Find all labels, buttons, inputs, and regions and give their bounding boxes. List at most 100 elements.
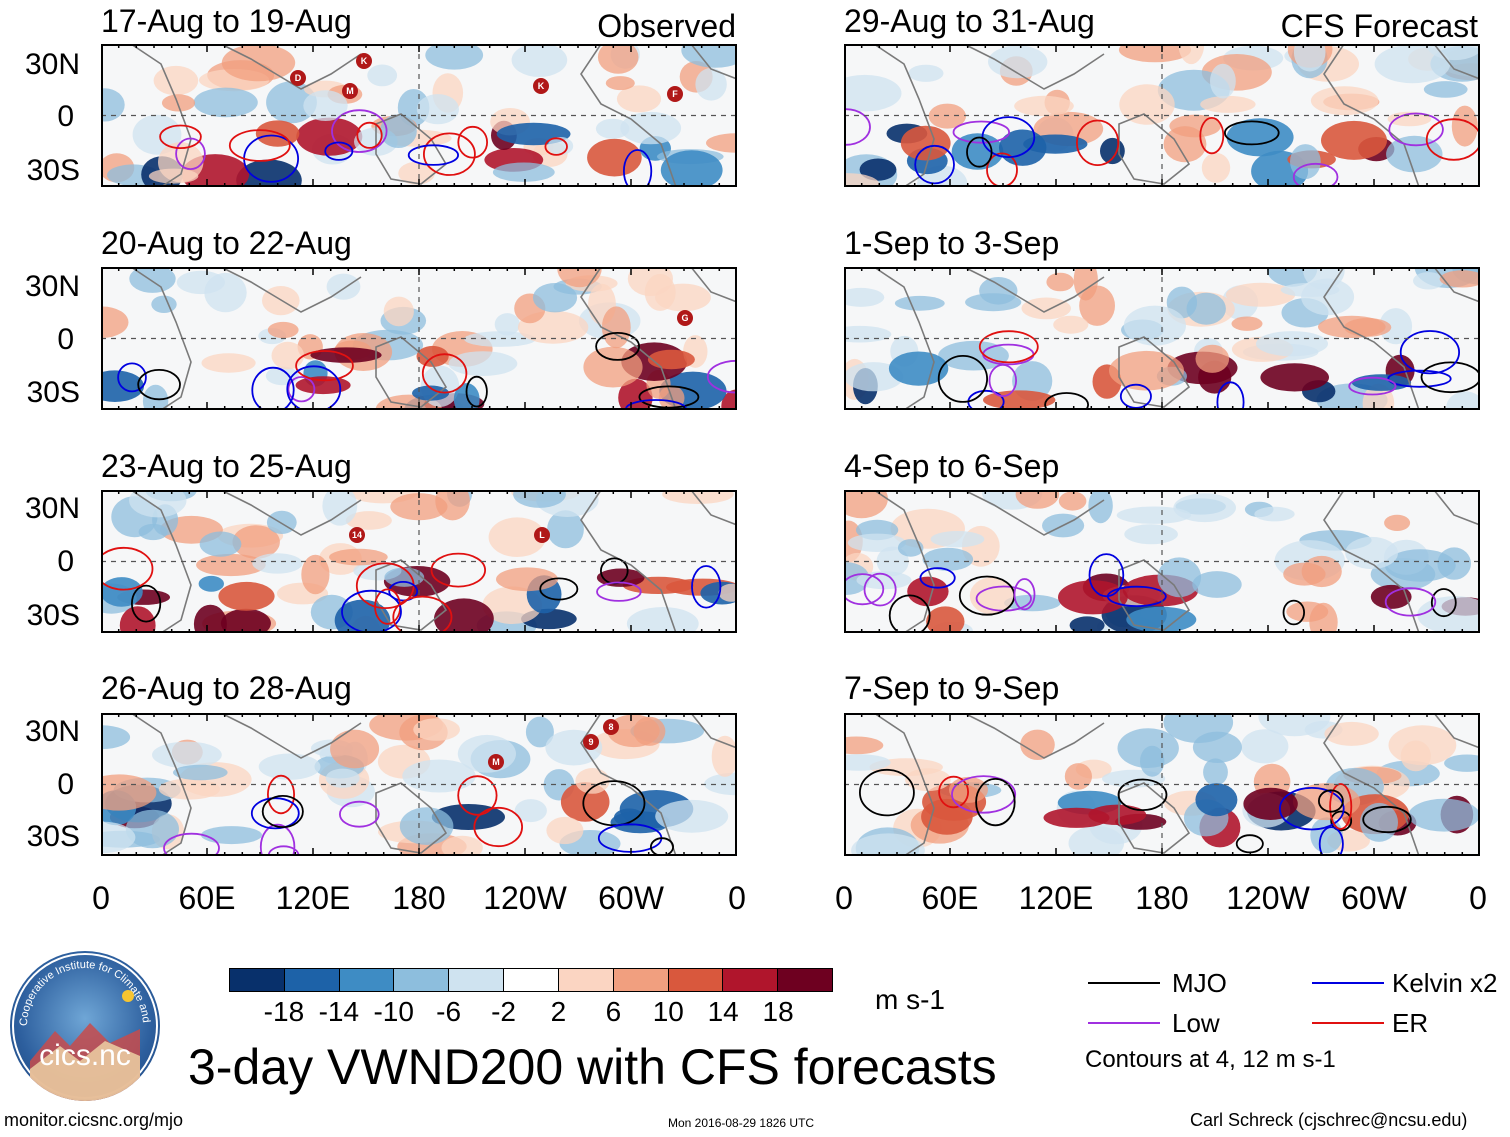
wave-contour xyxy=(919,567,956,589)
anomaly-shade xyxy=(1256,331,1328,357)
anomaly-shade xyxy=(1303,267,1345,290)
anomaly-shade xyxy=(926,606,965,633)
wave-contour xyxy=(163,832,220,856)
wave-contour xyxy=(986,152,1018,187)
anomaly-shade xyxy=(547,137,574,155)
anomaly-shade xyxy=(384,567,425,587)
lat-label-30n: 30N xyxy=(24,715,80,748)
footer-link[interactable]: monitor.cicsnc.org/mjo xyxy=(4,1110,184,1130)
anomaly-shade xyxy=(1351,374,1412,391)
wave-contour xyxy=(1076,119,1120,166)
lon-label: 0 xyxy=(92,880,110,916)
wave-contour xyxy=(117,362,147,393)
anomaly-shade xyxy=(1118,44,1192,63)
wave-contour xyxy=(286,365,342,410)
panel-title: 20-Aug to 22-Aug xyxy=(101,225,352,261)
wave-contour xyxy=(331,109,388,153)
wave-contour xyxy=(259,823,296,856)
anomaly-shade xyxy=(201,353,256,373)
storm-marker: G xyxy=(677,310,693,326)
wave-contour xyxy=(951,775,1017,814)
coastline xyxy=(963,713,1105,759)
wave-contour xyxy=(356,121,383,149)
storm-marker: 8 xyxy=(603,719,619,735)
map-panel xyxy=(844,44,1480,187)
anomaly-shade xyxy=(1195,344,1230,373)
anomaly-shade xyxy=(844,362,904,392)
wave-contour xyxy=(388,580,419,602)
lat-label-30s: 30S xyxy=(26,599,80,632)
anomaly-shade xyxy=(1053,315,1089,334)
anomaly-shade xyxy=(844,562,870,595)
anomaly-shade xyxy=(1195,783,1238,817)
wave-contour xyxy=(623,149,653,187)
anomaly-shade xyxy=(101,725,131,750)
anomaly-shade xyxy=(1021,297,1071,320)
panel-title: 4-Sep to 6-Sep xyxy=(844,448,1060,484)
legend-swatch-er xyxy=(1312,1022,1384,1024)
colorbar-tick-label: -18 xyxy=(263,996,305,1027)
anomaly-shade xyxy=(1124,524,1178,545)
wave-contour xyxy=(228,129,291,162)
anomaly-shade xyxy=(844,736,884,755)
anomaly-shade xyxy=(218,581,275,611)
anomaly-shade xyxy=(1384,549,1456,582)
anomaly-shade xyxy=(547,510,584,549)
anomaly-shade xyxy=(412,385,450,401)
anomaly-shade xyxy=(1241,729,1289,764)
anomaly-shade xyxy=(1360,802,1398,842)
map-panel xyxy=(844,713,1480,856)
anomaly-shade xyxy=(301,554,330,595)
storm-marker: M xyxy=(342,83,358,99)
lat-label-30s: 30S xyxy=(26,376,80,409)
colorbar-tick-label: -2 xyxy=(491,996,516,1027)
anomaly-shade xyxy=(928,103,966,129)
wave-contour xyxy=(952,120,1010,144)
wave-contour xyxy=(130,584,162,623)
anomaly-shade xyxy=(125,809,179,849)
anomaly-shade xyxy=(587,138,642,177)
anomaly-shade xyxy=(198,575,224,592)
figure-title: 3-day VWND200 with CFS forecasts xyxy=(188,1039,997,1095)
anomaly-map xyxy=(101,267,737,410)
wave-contour xyxy=(295,350,354,382)
map-panel xyxy=(844,490,1480,633)
anomaly-shade xyxy=(930,531,985,548)
anomaly-shade xyxy=(1201,152,1231,183)
anomaly-shade xyxy=(295,376,351,395)
coastline xyxy=(1323,713,1420,856)
lat-label-30n: 30N xyxy=(24,48,80,81)
storm-marker: 14 xyxy=(349,527,365,543)
anomaly-shade xyxy=(583,346,643,388)
anomaly-shade xyxy=(380,114,417,148)
anomaly-shade xyxy=(704,772,737,796)
lat-label-30n: 30N xyxy=(24,492,80,525)
anomaly-shade xyxy=(266,81,317,124)
lat-label-30n: 30N xyxy=(24,270,80,303)
anomaly-shade xyxy=(597,44,639,74)
coastline xyxy=(1118,113,1191,185)
anomaly-map xyxy=(101,713,737,856)
anomaly-shade xyxy=(252,553,303,574)
anomaly-shade xyxy=(464,331,536,347)
anomaly-shade xyxy=(1321,120,1387,160)
coastline xyxy=(580,490,677,633)
coastline xyxy=(873,713,935,856)
anomaly-shade xyxy=(142,384,169,410)
storm-marker: F xyxy=(667,86,683,102)
anomaly-shade xyxy=(199,531,242,557)
anomaly-shade xyxy=(402,759,476,793)
wave-contour xyxy=(544,137,568,156)
wave-contour xyxy=(1106,585,1167,608)
lon-label: 60E xyxy=(178,880,236,916)
column-tag-forecast: CFS Forecast xyxy=(1280,8,1478,44)
anomaly-map xyxy=(101,44,737,187)
anomaly-map xyxy=(844,490,1480,633)
legend-label-low: Low xyxy=(1172,1008,1220,1038)
anomaly-map xyxy=(844,713,1480,856)
wave-contour xyxy=(422,132,476,176)
wave-contour xyxy=(582,780,646,827)
wave-contour xyxy=(1399,330,1461,375)
anomaly-shade xyxy=(844,754,891,771)
coastline xyxy=(375,559,448,631)
